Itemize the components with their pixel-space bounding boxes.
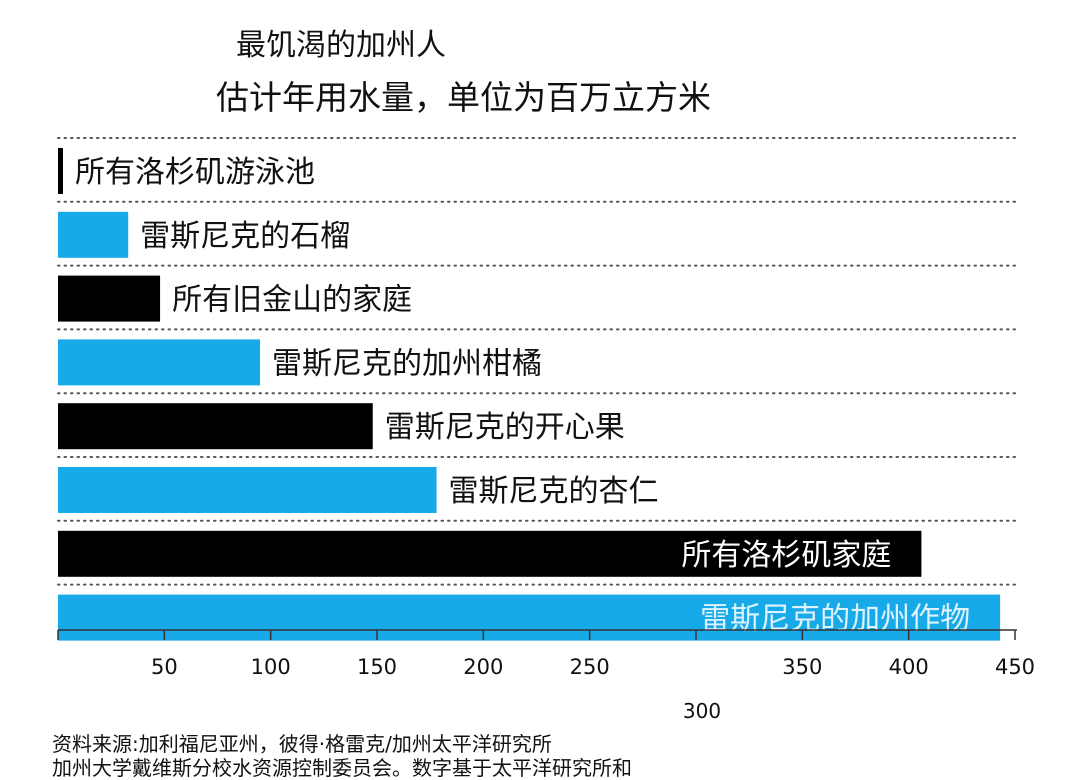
bar (58, 403, 373, 450)
bar-chart: 所有洛杉矶游泳池雷斯尼克的石榴所有旧金山的家庭雷斯尼克的加州柑橘雷斯尼克的开心果… (57, 137, 1035, 720)
source-note-line-2: 加州大学戴维斯分校水资源控制委员会。数字基于太平洋研究所和 (52, 756, 632, 780)
x-tick-label: 250 (570, 655, 610, 679)
bar-label: 雷斯尼克的杏仁 (449, 474, 659, 509)
bar (58, 467, 437, 513)
x-tick-label: 100 (251, 655, 291, 679)
bar (58, 275, 161, 322)
source-note-line-1: 资料来源:加利福尼亚州，彼得·格雷克/加州太平洋研究所 (52, 732, 552, 756)
bar (58, 211, 129, 258)
x-tick-label: 200 (463, 655, 503, 679)
bar (58, 148, 63, 194)
x-tick-label: 450 (995, 655, 1035, 679)
chart-title: 最饥渴的加州人 (236, 28, 446, 63)
bar (58, 339, 261, 386)
x-tick-label: 350 (782, 655, 822, 679)
bar-label: 雷斯尼克的石榴 (140, 219, 350, 254)
bar-label: 所有洛杉矶家庭 (681, 538, 891, 573)
bar (58, 594, 1001, 641)
bar-label: 所有旧金山的家庭 (172, 283, 412, 318)
bar-label: 所有洛杉矶游泳池 (75, 155, 315, 190)
bar-label: 雷斯尼克的加州作物 (700, 602, 970, 637)
x-tick-label: 150 (357, 655, 397, 679)
bar-label: 雷斯尼克的开心果 (385, 410, 625, 445)
x-tick-label: 400 (889, 655, 929, 679)
x-tick-label: 300 (683, 699, 721, 720)
bar (58, 530, 922, 577)
chart-subtitle: 估计年用水量，单位为百万立方米 (216, 78, 711, 117)
x-tick-label: 50 (151, 655, 178, 679)
bar-label: 雷斯尼克的加州柑橘 (272, 346, 542, 381)
